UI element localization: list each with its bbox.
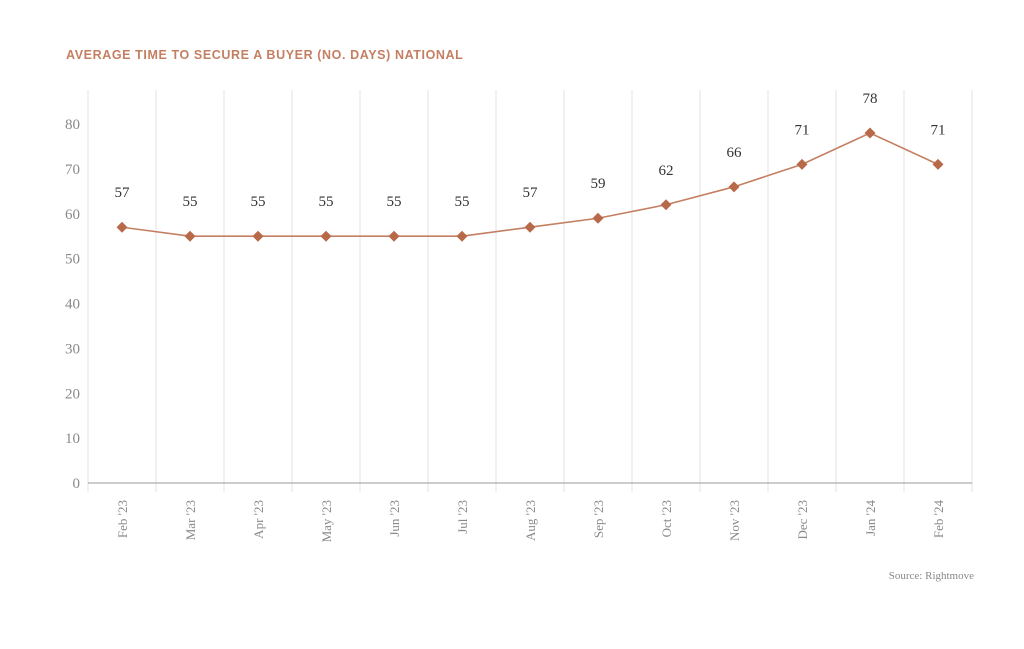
- data-label: 55: [251, 194, 266, 210]
- x-tick-label: Nov '23: [727, 500, 742, 541]
- y-tick-label: 60: [65, 207, 80, 223]
- data-point-marker: [116, 221, 128, 233]
- data-label: 57: [115, 185, 131, 201]
- x-tick-label: May '23: [319, 500, 334, 542]
- x-tick-label: Sep '23: [591, 500, 606, 538]
- x-tick-label: Jun '23: [387, 500, 402, 537]
- data-point-marker: [388, 230, 400, 242]
- data-label: 66: [727, 145, 743, 161]
- x-tick-label: Oct '23: [659, 500, 674, 537]
- data-point-marker: [456, 230, 468, 242]
- y-tick-label: 10: [65, 431, 80, 447]
- data-label: 57: [523, 185, 539, 201]
- y-tick-label: 20: [65, 386, 80, 402]
- data-label: 55: [183, 194, 198, 210]
- data-point-marker: [252, 230, 264, 242]
- data-point-marker: [660, 199, 672, 211]
- y-tick-label: 70: [65, 162, 80, 178]
- x-tick-label: Apr '23: [251, 500, 266, 539]
- source-note: Source: Rightmove: [888, 570, 974, 582]
- x-tick-label: Mar '23: [183, 500, 198, 540]
- data-label: 59: [591, 176, 606, 192]
- data-point-marker: [864, 127, 876, 139]
- data-label: 78: [863, 91, 878, 107]
- data-point-marker: [320, 230, 332, 242]
- data-label: 55: [387, 194, 402, 210]
- data-point-marker: [932, 158, 944, 170]
- data-point-marker: [184, 230, 196, 242]
- data-label: 71: [795, 122, 810, 138]
- data-point-marker: [592, 212, 604, 224]
- x-tick-label: Jul '23: [455, 500, 470, 534]
- x-tick-label: Dec '23: [795, 500, 810, 540]
- data-point-marker: [728, 181, 740, 193]
- data-label: 62: [659, 163, 674, 179]
- x-tick-label: Aug '23: [523, 500, 538, 541]
- y-tick-label: 80: [65, 117, 80, 133]
- data-point-marker: [796, 158, 808, 170]
- data-label: 55: [319, 194, 334, 210]
- x-tick-label: Feb '23: [115, 500, 130, 538]
- y-tick-label: 40: [65, 297, 80, 313]
- chart-title: AVERAGE TIME TO SECURE A BUYER (NO. DAYS…: [66, 48, 464, 62]
- data-label: 71: [931, 122, 946, 138]
- y-tick-label: 50: [65, 252, 80, 268]
- data-point-marker: [524, 221, 536, 233]
- data-label: 55: [455, 194, 470, 210]
- x-tick-label: Jan '24: [863, 500, 878, 536]
- x-tick-label: Feb '24: [931, 500, 946, 539]
- y-tick-label: 0: [73, 476, 81, 492]
- y-tick-label: 30: [65, 341, 80, 357]
